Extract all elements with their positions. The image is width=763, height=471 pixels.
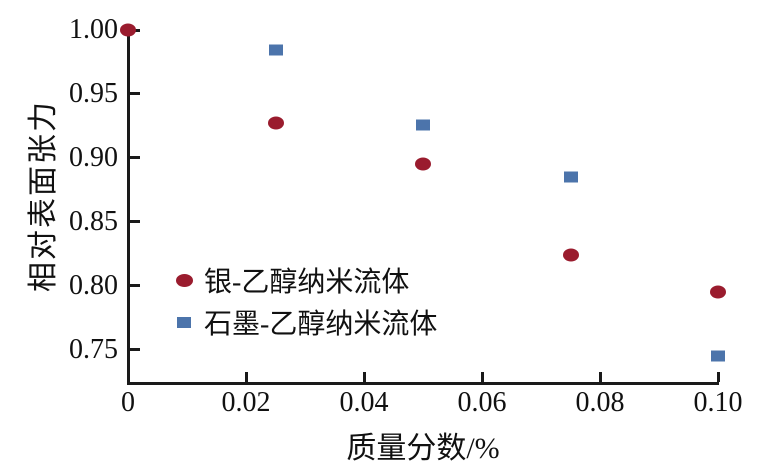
plot-area [120, 23, 726, 385]
x-tick-label: 0.10 [693, 387, 743, 418]
y-tick-label: 0.90 [69, 141, 118, 173]
data-point-square [416, 119, 430, 131]
data-point-circle [415, 157, 431, 171]
y-tick-mark [130, 284, 140, 288]
x-axis-title: 质量分数/% [346, 432, 500, 465]
legend-marker-cell [170, 316, 198, 328]
y-tick-label: 0.75 [69, 333, 118, 365]
x-tick-label: 0 [121, 387, 135, 418]
x-tick-label: 0.04 [339, 387, 389, 418]
y-tick-mark [130, 92, 140, 96]
x-tick-mark [244, 372, 248, 382]
legend-label-graphite-ethanol: 石墨-乙醇纳米流体 [204, 309, 438, 340]
x-tick-mark [598, 372, 602, 382]
x-axis-spine [127, 382, 719, 385]
x-tick-label: 0.02 [221, 387, 271, 418]
square-marker-icon [177, 316, 191, 328]
y-tick-label: 0.95 [69, 77, 118, 109]
y-tick-label: 0.85 [69, 205, 118, 237]
data-point-circle [120, 23, 136, 37]
legend-item-graphite-ethanol: 石墨-乙醇纳米流体 [170, 301, 437, 343]
y-tick-mark [130, 156, 140, 160]
data-point-circle [710, 285, 726, 299]
x-tick-label: 0.08 [575, 387, 625, 418]
circle-marker-icon [175, 273, 193, 287]
y-tick-mark [130, 348, 140, 352]
y-axis-title: 相对表面张力 [27, 100, 60, 292]
data-point-square [268, 44, 283, 56]
x-tick-label: 0.06 [457, 387, 507, 418]
legend: 银-乙醇纳米流体 石墨-乙醇纳米流体 [170, 259, 437, 343]
data-point-circle [562, 248, 579, 262]
data-point-square [563, 171, 578, 183]
data-point-circle [267, 116, 284, 130]
y-tick-mark [130, 220, 140, 224]
x-tick-mark [362, 372, 366, 382]
legend-item-silver-ethanol: 银-乙醇纳米流体 [170, 259, 437, 301]
legend-label-silver-ethanol: 银-乙醇纳米流体 [204, 267, 410, 298]
y-tick-label: 0.80 [69, 269, 118, 301]
data-point-square [711, 350, 725, 362]
y-axis-spine [127, 30, 130, 385]
x-tick-mark [480, 372, 484, 382]
y-tick-label: 1.00 [69, 14, 118, 45]
x-tick-mark [716, 372, 720, 382]
legend-marker-cell [170, 273, 198, 287]
